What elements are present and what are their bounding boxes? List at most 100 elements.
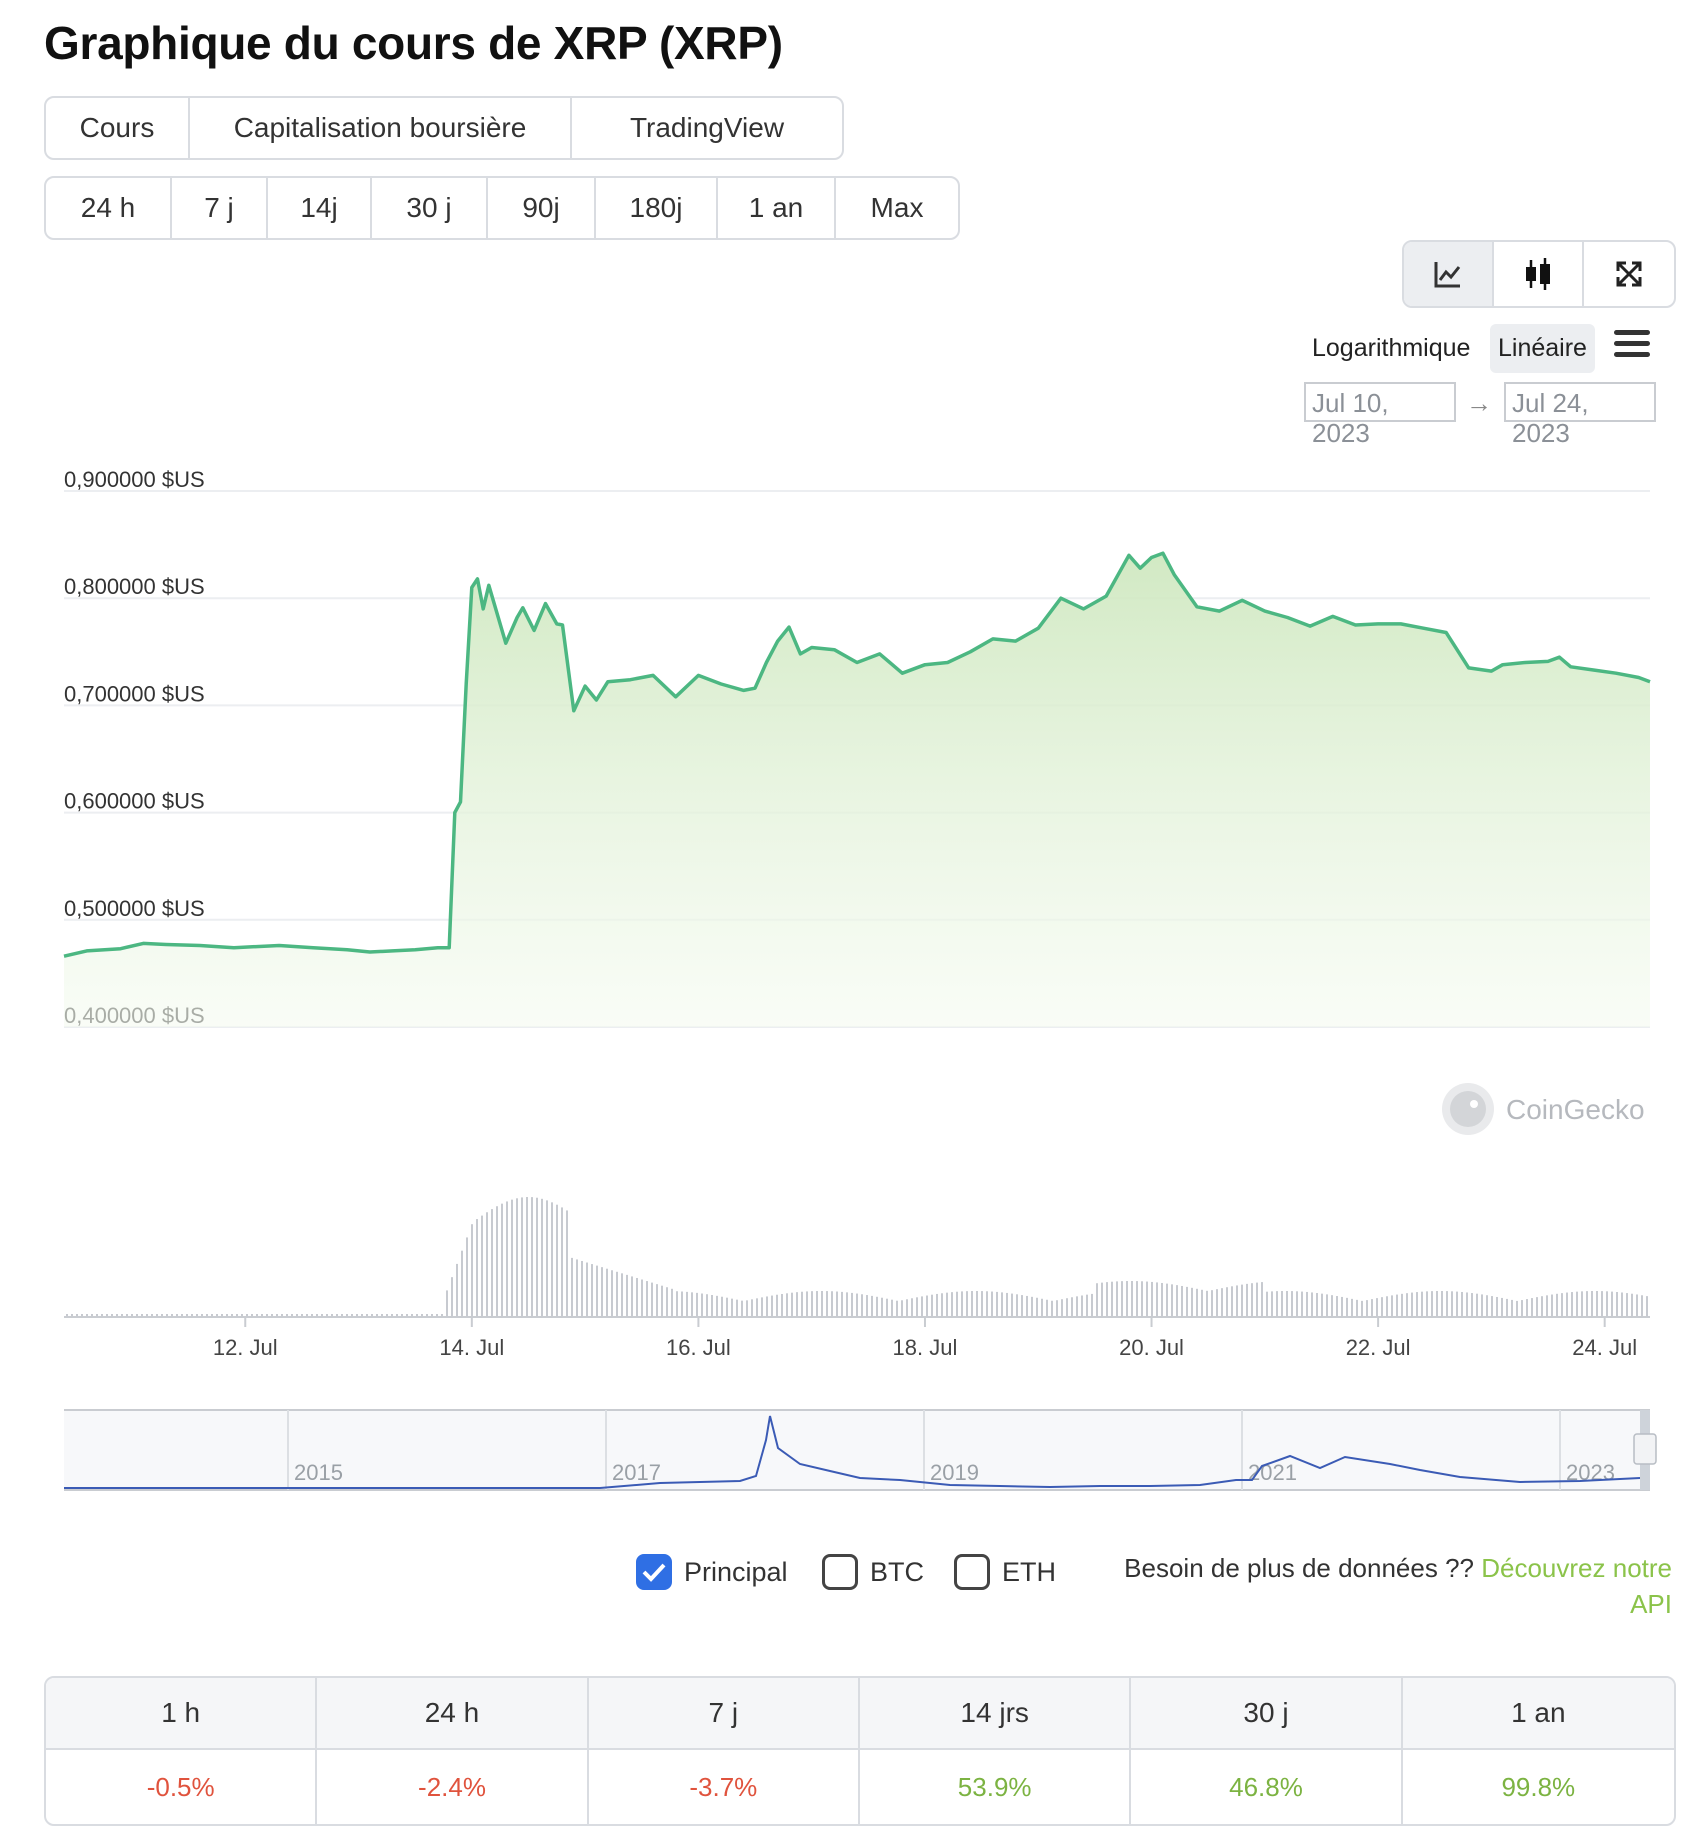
volume-bar bbox=[96, 1314, 98, 1317]
volume-bar bbox=[851, 1292, 853, 1317]
legend-btc[interactable]: BTC bbox=[822, 1554, 924, 1590]
volume-bar bbox=[501, 1203, 503, 1317]
volume-bar bbox=[951, 1292, 953, 1317]
navigator-panel[interactable]: 2015 2017 2019 2021 2023 bbox=[64, 1409, 1657, 1491]
navigator-year-label: 2021 bbox=[1248, 1460, 1297, 1485]
volume-bar bbox=[206, 1314, 208, 1317]
volume-bar bbox=[911, 1298, 913, 1317]
volume-bar bbox=[1356, 1299, 1358, 1317]
tab-market-cap[interactable]: Capitalisation boursière bbox=[190, 98, 572, 158]
volume-bar bbox=[1056, 1300, 1058, 1317]
checkbox-eth[interactable] bbox=[954, 1554, 990, 1590]
volume-bar bbox=[1146, 1281, 1148, 1317]
volume-bar bbox=[801, 1291, 803, 1317]
range-180d[interactable]: 180j bbox=[596, 178, 718, 238]
range-1y[interactable]: 1 an bbox=[718, 178, 836, 238]
volume-bar bbox=[841, 1291, 843, 1317]
volume-bar bbox=[941, 1293, 943, 1317]
volume-bar bbox=[526, 1197, 528, 1317]
volume-bar bbox=[1191, 1287, 1193, 1317]
fullscreen-button[interactable] bbox=[1584, 242, 1674, 306]
arrow-right-icon: → bbox=[1466, 388, 1492, 418]
volume-bar bbox=[386, 1314, 388, 1317]
volume-bar bbox=[791, 1292, 793, 1317]
volume-bar bbox=[1526, 1299, 1528, 1317]
volume-bar bbox=[1591, 1291, 1593, 1317]
y-tick-label: 0,500000 $US bbox=[64, 896, 205, 921]
legend-eth-label: ETH bbox=[1002, 1556, 1056, 1587]
volume-bar bbox=[1566, 1292, 1568, 1317]
checkbox-principal[interactable] bbox=[636, 1554, 672, 1590]
volume-bar bbox=[906, 1299, 908, 1317]
volume-bar bbox=[551, 1202, 553, 1317]
legend-principal[interactable]: Principal bbox=[636, 1554, 788, 1590]
volume-bar bbox=[106, 1314, 108, 1317]
volume-bar bbox=[1451, 1291, 1453, 1317]
volume-bar bbox=[1251, 1283, 1253, 1317]
volume-bar bbox=[546, 1200, 548, 1317]
volume-bar bbox=[1031, 1296, 1033, 1317]
volume-bar bbox=[161, 1314, 163, 1317]
volume-bar bbox=[771, 1295, 773, 1317]
volume-bar bbox=[1141, 1281, 1143, 1317]
volume-bar bbox=[821, 1291, 823, 1317]
legend-eth[interactable]: ETH bbox=[954, 1554, 1056, 1590]
volume-bar bbox=[1271, 1291, 1273, 1317]
stat-header-1y: 1 an bbox=[1402, 1678, 1674, 1750]
volume-bar bbox=[491, 1209, 493, 1317]
volume-bar bbox=[1366, 1300, 1368, 1317]
volume-bar bbox=[701, 1293, 703, 1317]
volume-bar bbox=[346, 1314, 348, 1317]
volume-bar bbox=[1116, 1281, 1118, 1317]
range-24h[interactable]: 24 h bbox=[46, 178, 172, 238]
volume-bar bbox=[406, 1314, 408, 1317]
price-chart[interactable]: 0,900000 $US 0,800000 $US 0,700000 $US 0,60… bbox=[0, 440, 1708, 1500]
volume-bar bbox=[1181, 1285, 1183, 1317]
time-range-tabs: 24 h 7 j 14j 30 j 90j 180j 1 an Max bbox=[44, 176, 960, 240]
volume-bar bbox=[521, 1197, 523, 1317]
legend-principal-label: Principal bbox=[684, 1556, 788, 1587]
tab-tradingview[interactable]: TradingView bbox=[629, 112, 785, 143]
stat-value-14d: 53.9% bbox=[860, 1750, 1132, 1824]
volume-bar bbox=[361, 1314, 363, 1317]
y-tick-label: 0,900000 $US bbox=[64, 467, 205, 492]
candlestick-button[interactable] bbox=[1494, 242, 1584, 306]
volume-bar bbox=[876, 1296, 878, 1317]
volume-bar bbox=[1216, 1289, 1218, 1317]
range-14d[interactable]: 14j bbox=[268, 178, 372, 238]
volume-bar bbox=[1541, 1296, 1543, 1317]
volume-bar bbox=[506, 1201, 508, 1317]
volume-bar bbox=[1136, 1281, 1138, 1317]
range-7d[interactable]: 7 j bbox=[172, 178, 268, 238]
date-from-input[interactable]: Jul 10, 2023 bbox=[1304, 382, 1456, 448]
range-90d[interactable]: 90j bbox=[488, 178, 596, 238]
stat-header-1h: 1 h bbox=[46, 1678, 318, 1750]
api-link[interactable]: Découvrez notre API bbox=[1481, 1553, 1672, 1619]
checkbox-btc[interactable] bbox=[822, 1554, 858, 1590]
navigator-handle[interactable] bbox=[1633, 1433, 1657, 1465]
line-chart-button[interactable] bbox=[1404, 242, 1494, 306]
linear-scale-button[interactable]: Linéaire bbox=[1490, 324, 1595, 373]
volume-bar bbox=[766, 1296, 768, 1317]
volume-bar bbox=[1536, 1297, 1538, 1317]
volume-bar bbox=[721, 1296, 723, 1317]
watermark-text: CoinGecko bbox=[1506, 1094, 1645, 1125]
range-max[interactable]: Max bbox=[870, 192, 924, 223]
volume-bar bbox=[101, 1314, 103, 1317]
volume-bar bbox=[1531, 1298, 1533, 1317]
volume-bar bbox=[1511, 1299, 1513, 1317]
volume-bar bbox=[1086, 1294, 1088, 1317]
range-30d[interactable]: 30 j bbox=[372, 178, 488, 238]
volume-bar bbox=[1496, 1296, 1498, 1317]
tab-cours[interactable]: Cours bbox=[46, 98, 190, 158]
chart-menu-icon[interactable] bbox=[1614, 330, 1650, 360]
volume-bar bbox=[1441, 1291, 1443, 1317]
volume-bar bbox=[806, 1291, 808, 1317]
volume-bar bbox=[751, 1299, 753, 1317]
log-scale-button[interactable]: Logarithmique bbox=[1312, 334, 1471, 362]
volume-bar bbox=[1021, 1295, 1023, 1317]
volume-bar bbox=[916, 1297, 918, 1317]
volume-bar bbox=[241, 1314, 243, 1317]
coingecko-watermark: CoinGecko bbox=[1442, 1083, 1645, 1135]
date-to-input[interactable]: Jul 24, 2023 bbox=[1504, 382, 1656, 448]
